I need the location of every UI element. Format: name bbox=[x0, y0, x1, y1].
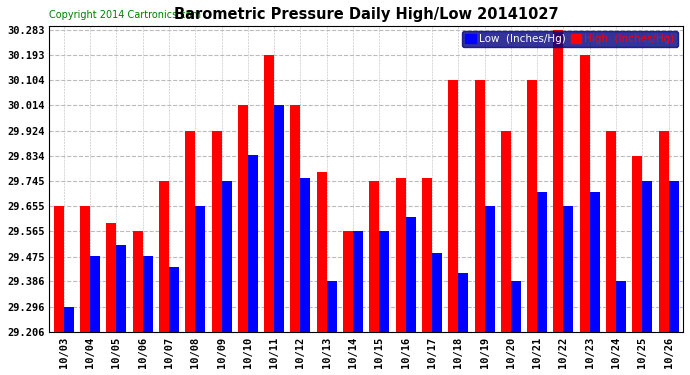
Bar bbox=[669, 181, 678, 332]
Bar bbox=[616, 282, 626, 332]
Bar bbox=[132, 231, 143, 332]
Bar bbox=[353, 231, 363, 332]
Bar bbox=[606, 131, 616, 332]
Bar bbox=[290, 105, 300, 332]
Bar bbox=[475, 80, 484, 332]
Bar bbox=[117, 245, 126, 332]
Bar bbox=[380, 231, 389, 332]
Bar bbox=[143, 256, 152, 332]
Bar bbox=[527, 80, 537, 332]
Bar bbox=[658, 131, 669, 332]
Bar bbox=[642, 181, 652, 332]
Bar bbox=[90, 256, 100, 332]
Bar bbox=[458, 273, 469, 332]
Bar bbox=[580, 56, 590, 332]
Title: Barometric Pressure Daily High/Low 20141027: Barometric Pressure Daily High/Low 20141… bbox=[174, 7, 558, 22]
Bar bbox=[212, 131, 221, 332]
Bar bbox=[221, 181, 232, 332]
Bar bbox=[54, 206, 63, 332]
Bar bbox=[185, 131, 195, 332]
Bar bbox=[632, 156, 642, 332]
Bar bbox=[300, 178, 310, 332]
Bar bbox=[422, 178, 432, 332]
Bar bbox=[395, 178, 406, 332]
Bar bbox=[564, 206, 573, 332]
Bar bbox=[343, 231, 353, 332]
Bar bbox=[238, 105, 248, 332]
Bar bbox=[369, 181, 380, 332]
Bar bbox=[448, 80, 458, 332]
Bar bbox=[264, 56, 274, 332]
Bar bbox=[106, 223, 117, 332]
Bar bbox=[248, 155, 258, 332]
Bar bbox=[501, 131, 511, 332]
Bar bbox=[590, 192, 600, 332]
Bar bbox=[484, 206, 495, 332]
Bar bbox=[511, 282, 521, 332]
Bar bbox=[274, 105, 284, 332]
Bar bbox=[553, 30, 564, 332]
Text: Copyright 2014 Cartronics.com: Copyright 2014 Cartronics.com bbox=[49, 10, 201, 20]
Bar bbox=[159, 181, 169, 332]
Legend: Low  (Inches/Hg), High  (Inches/Hg): Low (Inches/Hg), High (Inches/Hg) bbox=[462, 31, 678, 47]
Bar bbox=[537, 192, 547, 332]
Bar bbox=[406, 217, 415, 332]
Bar bbox=[195, 206, 205, 332]
Bar bbox=[317, 172, 327, 332]
Bar bbox=[63, 307, 74, 332]
Bar bbox=[327, 282, 337, 332]
Bar bbox=[432, 254, 442, 332]
Bar bbox=[169, 267, 179, 332]
Bar bbox=[80, 206, 90, 332]
